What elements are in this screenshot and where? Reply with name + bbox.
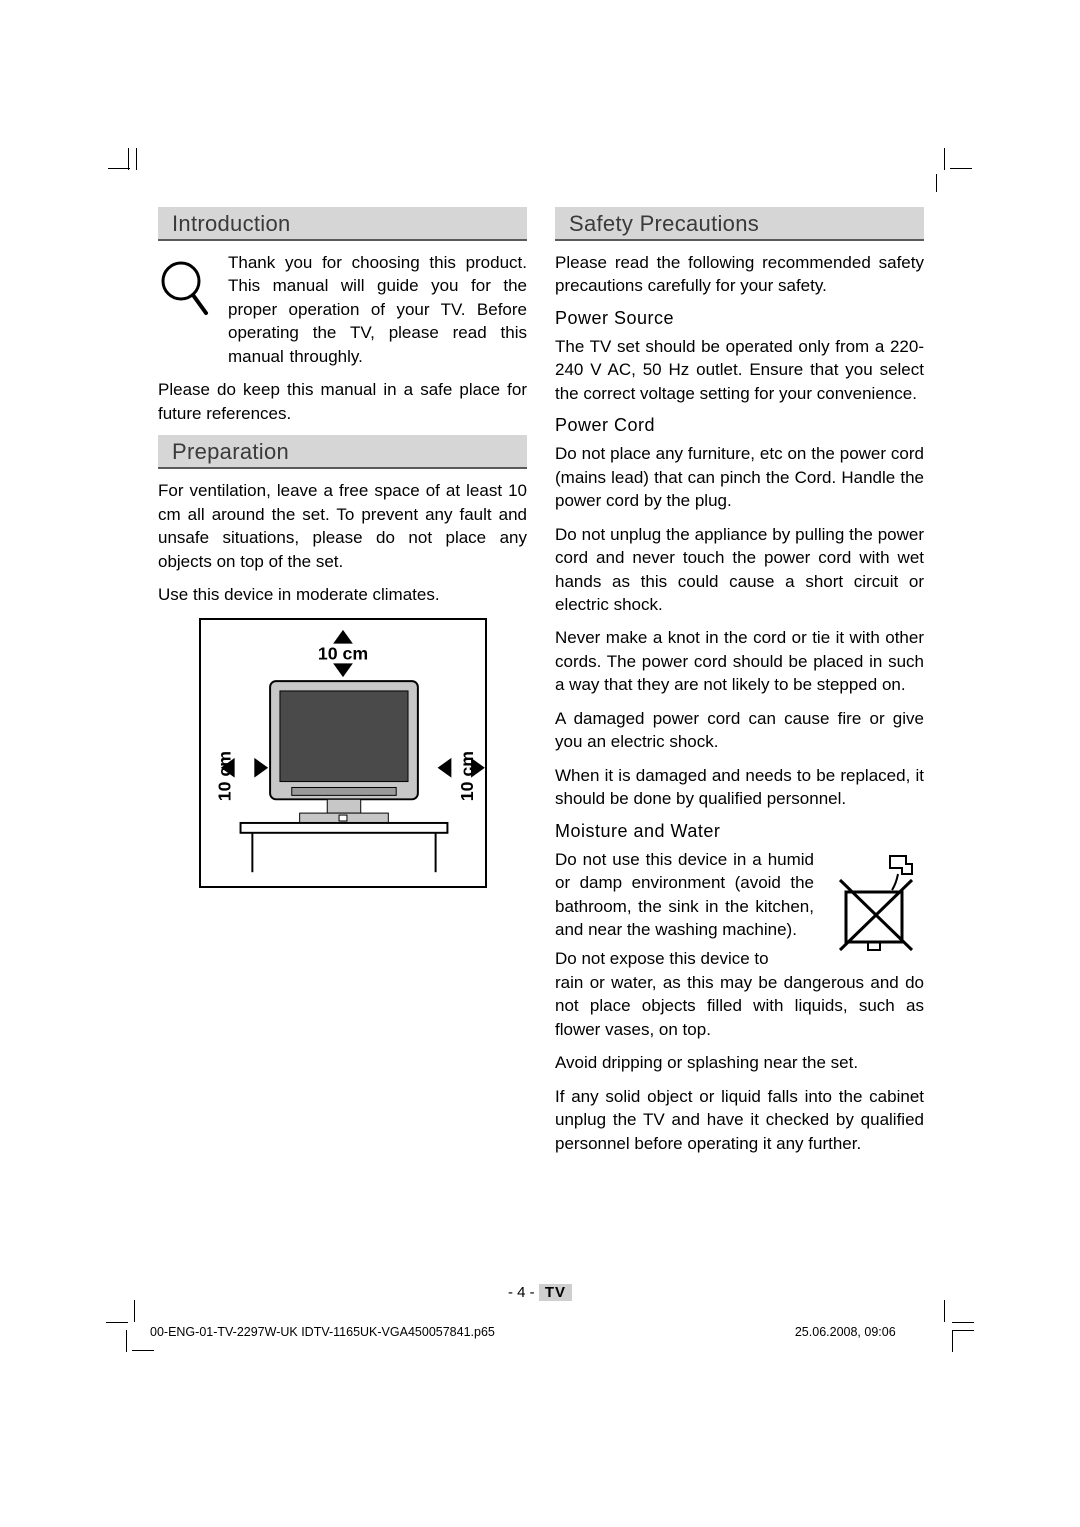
crop-mark-tl	[108, 148, 146, 186]
safety-heading: Safety Precautions	[555, 207, 924, 241]
page-number-prefix: - 4 -	[508, 1284, 535, 1301]
moisture-p1: Do not use this device in a humid or dam…	[555, 848, 814, 942]
power-cord-subheading: Power Cord	[555, 415, 924, 436]
intro-paragraph-2: Please do keep this manual in a safe pla…	[158, 378, 527, 425]
diagram-label-right: 10 cm	[457, 751, 477, 801]
preparation-heading: Preparation	[158, 435, 527, 469]
moisture-subheading: Moisture and Water	[555, 821, 924, 842]
intro-paragraph-1: Thank you for choosing this product. Thi…	[228, 251, 527, 368]
power-source-subheading: Power Source	[555, 308, 924, 329]
no-water-icon	[832, 848, 924, 971]
tv-ventilation-diagram: 10 cm 10 cm 10 cm	[199, 618, 487, 888]
diagram-label-top: 10 cm	[317, 644, 367, 664]
doc-filename: 00-ENG-01-TV-2297W-UK IDTV-1165UK-VGA450…	[150, 1325, 495, 1339]
introduction-heading: Introduction	[158, 207, 527, 241]
power-cord-p2: Do not unplug the appliance by pulling t…	[555, 523, 924, 617]
power-source-paragraph: The TV set should be operated only from …	[555, 335, 924, 405]
crop-mark-bl	[106, 1300, 148, 1360]
power-cord-p5: When it is damaged and needs to be repla…	[555, 764, 924, 811]
document-meta: 00-ENG-01-TV-2297W-UK IDTV-1165UK-VGA450…	[150, 1325, 930, 1339]
moisture-p3: rain or water, as this may be dangerous …	[555, 971, 924, 1041]
preparation-paragraph-2: Use this device in moderate climates.	[158, 583, 527, 606]
moisture-p2: Do not expose this device to	[555, 947, 814, 970]
page-footer: - 4 - TV	[0, 1284, 1080, 1301]
moisture-p4: Avoid dripping or splashing near the set…	[555, 1051, 924, 1074]
introduction-heading-text: Introduction	[172, 211, 291, 236]
tv-label: TV	[539, 1284, 572, 1301]
right-column: Safety Precautions Please read the follo…	[555, 207, 924, 1165]
power-cord-p4: A damaged power cord can cause fire or g…	[555, 707, 924, 754]
intro-block: Thank you for choosing this product. Thi…	[158, 251, 527, 368]
safety-intro: Please read the following recommended sa…	[555, 251, 924, 298]
left-column: Introduction Thank you for choosing this…	[158, 207, 527, 1165]
page-content: Introduction Thank you for choosing this…	[158, 207, 924, 1165]
doc-timestamp: 25.06.2008, 09:06	[795, 1325, 896, 1339]
power-cord-p1: Do not place any furniture, etc on the p…	[555, 442, 924, 512]
crop-mark-br	[936, 1300, 978, 1360]
preparation-heading-text: Preparation	[172, 439, 289, 464]
safety-heading-text: Safety Precautions	[569, 211, 759, 236]
power-cord-p3: Never make a knot in the cord or tie it …	[555, 626, 924, 696]
magnifier-icon	[158, 251, 214, 368]
crop-mark-tr	[936, 148, 974, 186]
preparation-paragraph-1: For ventilation, leave a free space of a…	[158, 479, 527, 573]
moisture-p5: If any solid object or liquid falls into…	[555, 1085, 924, 1155]
diagram-label-left: 10 cm	[214, 751, 234, 801]
